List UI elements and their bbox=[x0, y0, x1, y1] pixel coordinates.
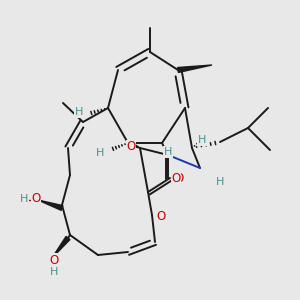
Text: H: H bbox=[198, 135, 206, 145]
Text: H: H bbox=[75, 107, 83, 117]
Text: O: O bbox=[171, 172, 181, 185]
Text: O: O bbox=[32, 193, 40, 206]
Text: H: H bbox=[216, 177, 224, 187]
Text: O: O bbox=[156, 209, 166, 223]
Text: H: H bbox=[50, 267, 58, 277]
Text: O: O bbox=[174, 172, 184, 184]
Polygon shape bbox=[52, 236, 70, 258]
Text: H: H bbox=[96, 148, 104, 158]
Text: O: O bbox=[50, 254, 58, 266]
Text: H: H bbox=[20, 194, 28, 204]
Polygon shape bbox=[178, 65, 212, 73]
Text: O: O bbox=[126, 140, 136, 154]
Text: H: H bbox=[164, 147, 172, 157]
Polygon shape bbox=[38, 200, 63, 210]
Polygon shape bbox=[127, 141, 140, 148]
